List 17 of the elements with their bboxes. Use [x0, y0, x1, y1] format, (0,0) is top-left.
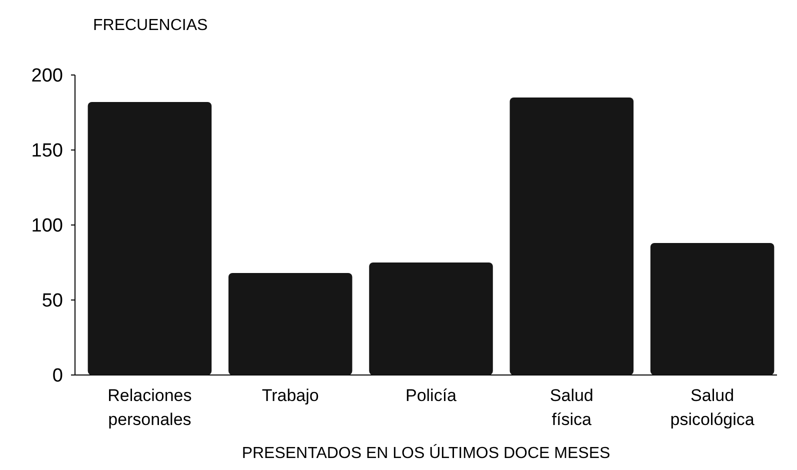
x-tick-label: Salud física — [550, 386, 594, 429]
x-axis-title: PRESENTADOS EN LOS ÚLTIMOS DOCE MESES — [242, 444, 610, 462]
y-tick-label: 100 — [31, 216, 63, 237]
x-tick-label: Trabajo — [262, 386, 319, 405]
y-tick-label: 200 — [31, 66, 63, 87]
y-axis-title: FRECUENCIAS — [93, 17, 208, 34]
bar — [228, 273, 352, 375]
x-tick-label: Relaciones personales — [108, 386, 192, 429]
y-tick-label: 0 — [52, 366, 63, 387]
bar — [650, 243, 774, 375]
x-tick-label: Salud psicológica — [670, 386, 755, 429]
bar — [369, 262, 493, 375]
y-tick-label: 150 — [31, 140, 63, 162]
y-tick-label: 50 — [42, 290, 63, 312]
bar — [510, 98, 634, 375]
x-tick-label: Policía — [405, 386, 458, 405]
bar — [88, 102, 212, 375]
